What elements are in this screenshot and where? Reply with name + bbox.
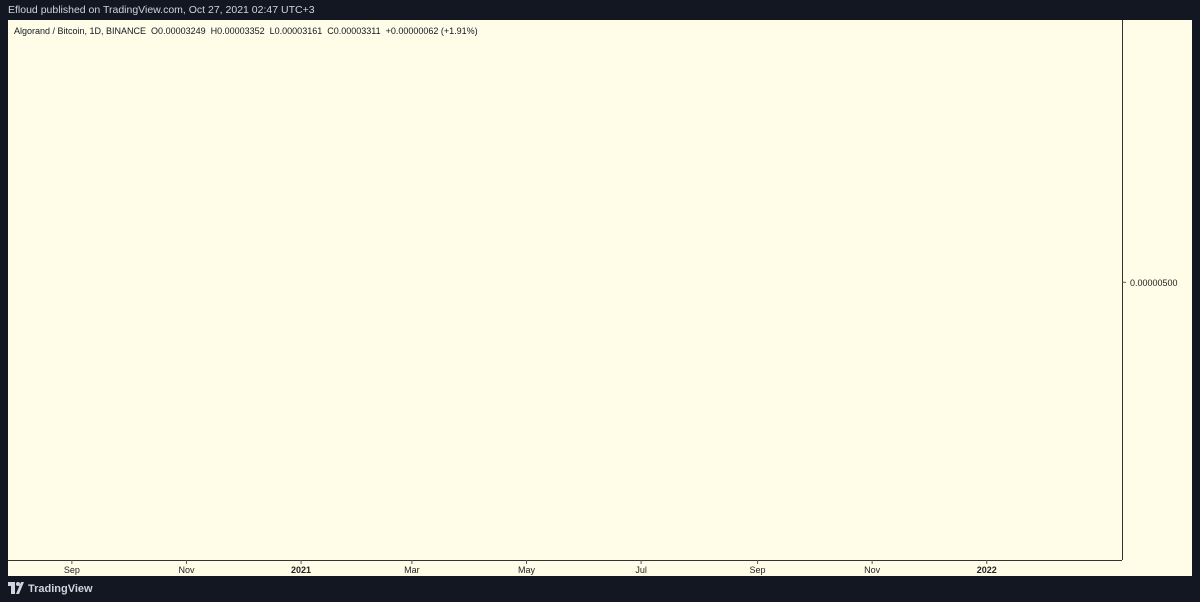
x-tick-label: Sep <box>750 565 766 575</box>
publisher-text: Efloud published on TradingView.com, Oct… <box>8 4 315 16</box>
plot-background <box>8 20 1192 576</box>
y-tick-label: 0.00000500 <box>1130 278 1178 288</box>
tradingview-logo-icon <box>8 582 24 594</box>
price-chart[interactable]: 0.000065000.000060000.000055000.00005000… <box>8 20 1192 576</box>
x-tick-label: Nov <box>178 565 195 575</box>
publisher-bar: Efloud published on TradingView.com, Oct… <box>0 0 1200 20</box>
chart-frame: 0.000065000.000060000.000055000.00005000… <box>8 20 1192 576</box>
x-tick-label: May <box>518 565 536 575</box>
footer-brand: TradingView <box>28 583 93 595</box>
x-tick-label: Sep <box>64 565 80 575</box>
x-tick-label: 2021 <box>291 565 311 575</box>
x-tick-label: Mar <box>404 565 420 575</box>
chart-header: Algorand / Bitcoin, 1D, BINANCE O0.00003… <box>14 26 478 36</box>
footer-bar: TradingView <box>0 576 1200 602</box>
x-tick-label: Jul <box>635 565 647 575</box>
x-tick-label: 2022 <box>977 565 997 575</box>
x-tick-label: Nov <box>864 565 881 575</box>
